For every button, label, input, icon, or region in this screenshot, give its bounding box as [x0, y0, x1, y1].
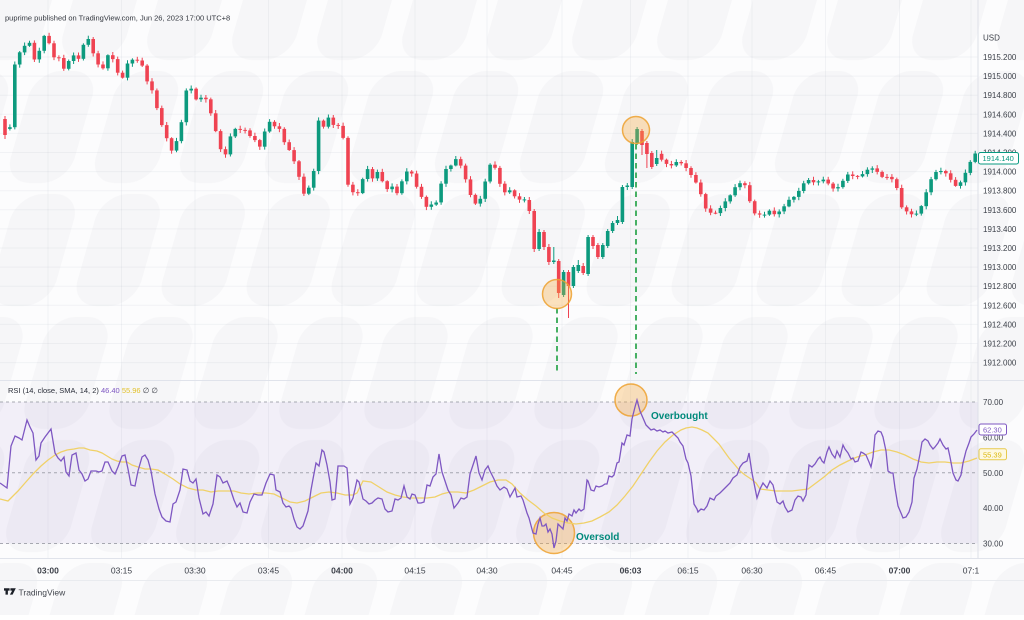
- svg-text:60.00: 60.00: [983, 433, 1004, 442]
- svg-text:Oversold: Oversold: [576, 532, 619, 543]
- svg-text:03:30: 03:30: [184, 566, 206, 576]
- svg-text:1915.000: 1915.000: [983, 72, 1017, 81]
- svg-text:1914.140: 1914.140: [983, 154, 1014, 163]
- svg-text:40.00: 40.00: [983, 504, 1004, 513]
- svg-text:04:00: 04:00: [331, 566, 353, 576]
- svg-text:06:03: 06:03: [620, 566, 642, 576]
- svg-text:07:1: 07:1: [963, 566, 980, 576]
- svg-text:1912.400: 1912.400: [983, 320, 1017, 329]
- svg-text:06:15: 06:15: [677, 566, 699, 576]
- svg-text:1914.600: 1914.600: [983, 110, 1017, 119]
- svg-text:1913.200: 1913.200: [983, 244, 1017, 253]
- svg-text:04:30: 04:30: [476, 566, 498, 576]
- svg-text:55.39: 55.39: [983, 450, 1002, 459]
- svg-text:1914.000: 1914.000: [983, 168, 1017, 177]
- svg-text:1915.200: 1915.200: [983, 53, 1017, 62]
- svg-text:62.30: 62.30: [983, 426, 1002, 435]
- svg-text:70.00: 70.00: [983, 398, 1004, 407]
- svg-text:1913.400: 1913.400: [983, 225, 1017, 234]
- svg-text:03:45: 03:45: [258, 566, 280, 576]
- svg-text:1913.600: 1913.600: [983, 206, 1017, 215]
- svg-text:USD: USD: [983, 34, 1000, 43]
- svg-text:puprime published on TradingVi: puprime published on TradingView.com, Ju…: [5, 14, 230, 23]
- svg-text:07:00: 07:00: [889, 566, 911, 576]
- svg-text:1913.800: 1913.800: [983, 187, 1017, 196]
- svg-text:03:15: 03:15: [111, 566, 133, 576]
- svg-text:50.00: 50.00: [983, 469, 1004, 478]
- svg-text:30.00: 30.00: [983, 540, 1004, 549]
- svg-text:RSI (14, close, SMA, 14, 2) 46: RSI (14, close, SMA, 14, 2) 46.40 55.96 …: [8, 386, 158, 395]
- svg-text:1913.000: 1913.000: [983, 263, 1017, 272]
- svg-text:1914.400: 1914.400: [983, 129, 1017, 138]
- svg-text:03:00: 03:00: [37, 566, 59, 576]
- svg-text:1912.000: 1912.000: [983, 359, 1017, 368]
- svg-text:1912.600: 1912.600: [983, 301, 1017, 310]
- svg-text:04:45: 04:45: [551, 566, 573, 576]
- svg-text:1912.200: 1912.200: [983, 340, 1017, 349]
- svg-text:06:45: 06:45: [815, 566, 837, 576]
- svg-text:1914.800: 1914.800: [983, 91, 1017, 100]
- svg-text:04:15: 04:15: [404, 566, 426, 576]
- svg-text:Overbought: Overbought: [651, 411, 708, 422]
- svg-text:TradingView: TradingView: [19, 587, 67, 597]
- svg-text:06:30: 06:30: [741, 566, 763, 576]
- svg-text:1912.800: 1912.800: [983, 282, 1017, 291]
